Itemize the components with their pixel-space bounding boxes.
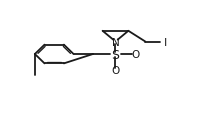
Text: O: O xyxy=(111,66,120,75)
Text: I: I xyxy=(164,37,167,47)
Text: S: S xyxy=(111,48,119,61)
Text: N: N xyxy=(111,37,119,47)
Text: O: O xyxy=(131,50,140,59)
